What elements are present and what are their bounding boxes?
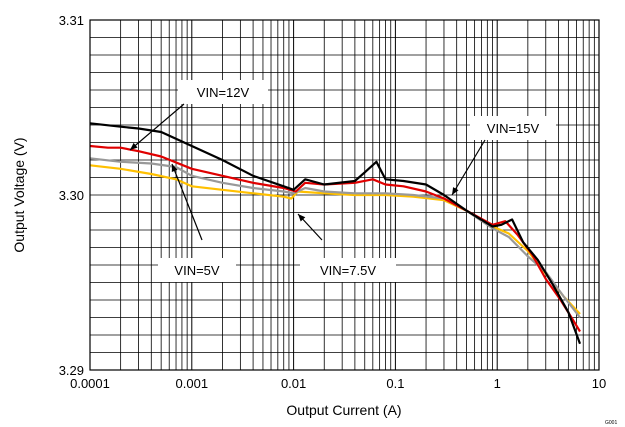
callout-box xyxy=(470,116,556,140)
x-tick-label: 0.0001 xyxy=(70,376,110,391)
callout-box xyxy=(178,80,268,104)
callout-label: VIN=12V xyxy=(197,85,250,100)
callout-arrowhead xyxy=(452,187,459,195)
callout-arrowhead xyxy=(171,164,178,172)
x-tick-label: 0.01 xyxy=(281,376,306,391)
callout-box xyxy=(300,258,396,282)
callout-arrowhead xyxy=(298,214,306,222)
x-tick-label: 10 xyxy=(592,376,606,391)
callout-box xyxy=(158,258,236,282)
tick-labels: 0.0001 0.001 0.01 0.1 1 10 3.29 3.30 3.31 xyxy=(59,13,607,391)
grid xyxy=(89,20,599,370)
y-tick-label: 3.31 xyxy=(59,13,84,28)
series-line xyxy=(89,122,582,345)
y-tick-label: 3.29 xyxy=(59,363,84,378)
x-tick-label: 0.001 xyxy=(176,376,209,391)
callouts: VIN=12V VIN=15V VIN=5V VIN=7.5V xyxy=(129,80,556,282)
series-layer xyxy=(89,122,582,345)
series-line xyxy=(89,164,581,315)
callout-label: VIN=5V xyxy=(174,263,219,278)
x-axis-title: Output Current (A) xyxy=(286,402,401,418)
callout-label: VIN=15V xyxy=(487,121,540,136)
callout-arrow xyxy=(451,139,486,196)
callout-label: VIN=7.5V xyxy=(320,263,376,278)
series-line xyxy=(89,157,581,319)
y-tick-label: 3.30 xyxy=(59,188,84,203)
y-axis-title: Output Voltage (V) xyxy=(11,137,27,252)
figure-code: G001 xyxy=(605,420,617,426)
callout-arrow xyxy=(129,103,185,151)
callout-arrow xyxy=(171,163,203,241)
x-tick-label: 0.1 xyxy=(386,376,404,391)
callout-arrowhead xyxy=(130,142,138,150)
plot-border xyxy=(89,19,600,371)
x-tick-label: 1 xyxy=(494,376,501,391)
